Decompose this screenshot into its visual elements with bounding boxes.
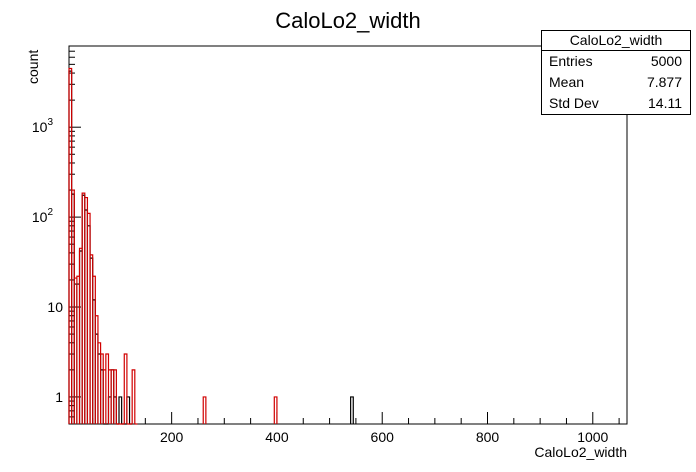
stats-row-stddev: Std Dev 14.11 — [542, 93, 690, 114]
x-tick-label: 400 — [265, 429, 289, 445]
stats-value: 7.877 — [646, 74, 682, 90]
plot-area: 200 400 600 800 1000 1 10 102 103 — [32, 45, 628, 445]
x-tick-label: 200 — [160, 429, 184, 445]
stats-row-mean: Mean 7.877 — [542, 72, 690, 93]
stats-box: CaloLo2_width Entries 5000 Mean 7.877 St… — [541, 30, 691, 115]
stats-row-entries: Entries 5000 — [542, 51, 690, 72]
stats-title: CaloLo2_width — [542, 31, 690, 51]
y-tick-label: 1 — [55, 389, 63, 405]
y-tick-label: 103 — [32, 117, 54, 135]
stats-value: 14.11 — [648, 95, 682, 111]
stats-label: Entries — [549, 53, 593, 69]
x-tick-label: 600 — [371, 429, 395, 445]
chart-title: CaloLo2_width — [275, 8, 421, 33]
x-tick-label: 800 — [476, 429, 500, 445]
stats-label: Std Dev — [549, 95, 599, 111]
y-axis-title: count — [25, 50, 41, 84]
stats-label: Mean — [549, 74, 585, 90]
x-axis-title: CaloLo2_width — [534, 444, 627, 460]
y-tick-label: 10 — [47, 299, 63, 315]
x-tick-label: 1000 — [577, 429, 608, 445]
y-tick-label: 102 — [32, 207, 54, 225]
stats-value: 5000 — [650, 53, 682, 69]
histogram-series-2 — [68, 67, 278, 425]
